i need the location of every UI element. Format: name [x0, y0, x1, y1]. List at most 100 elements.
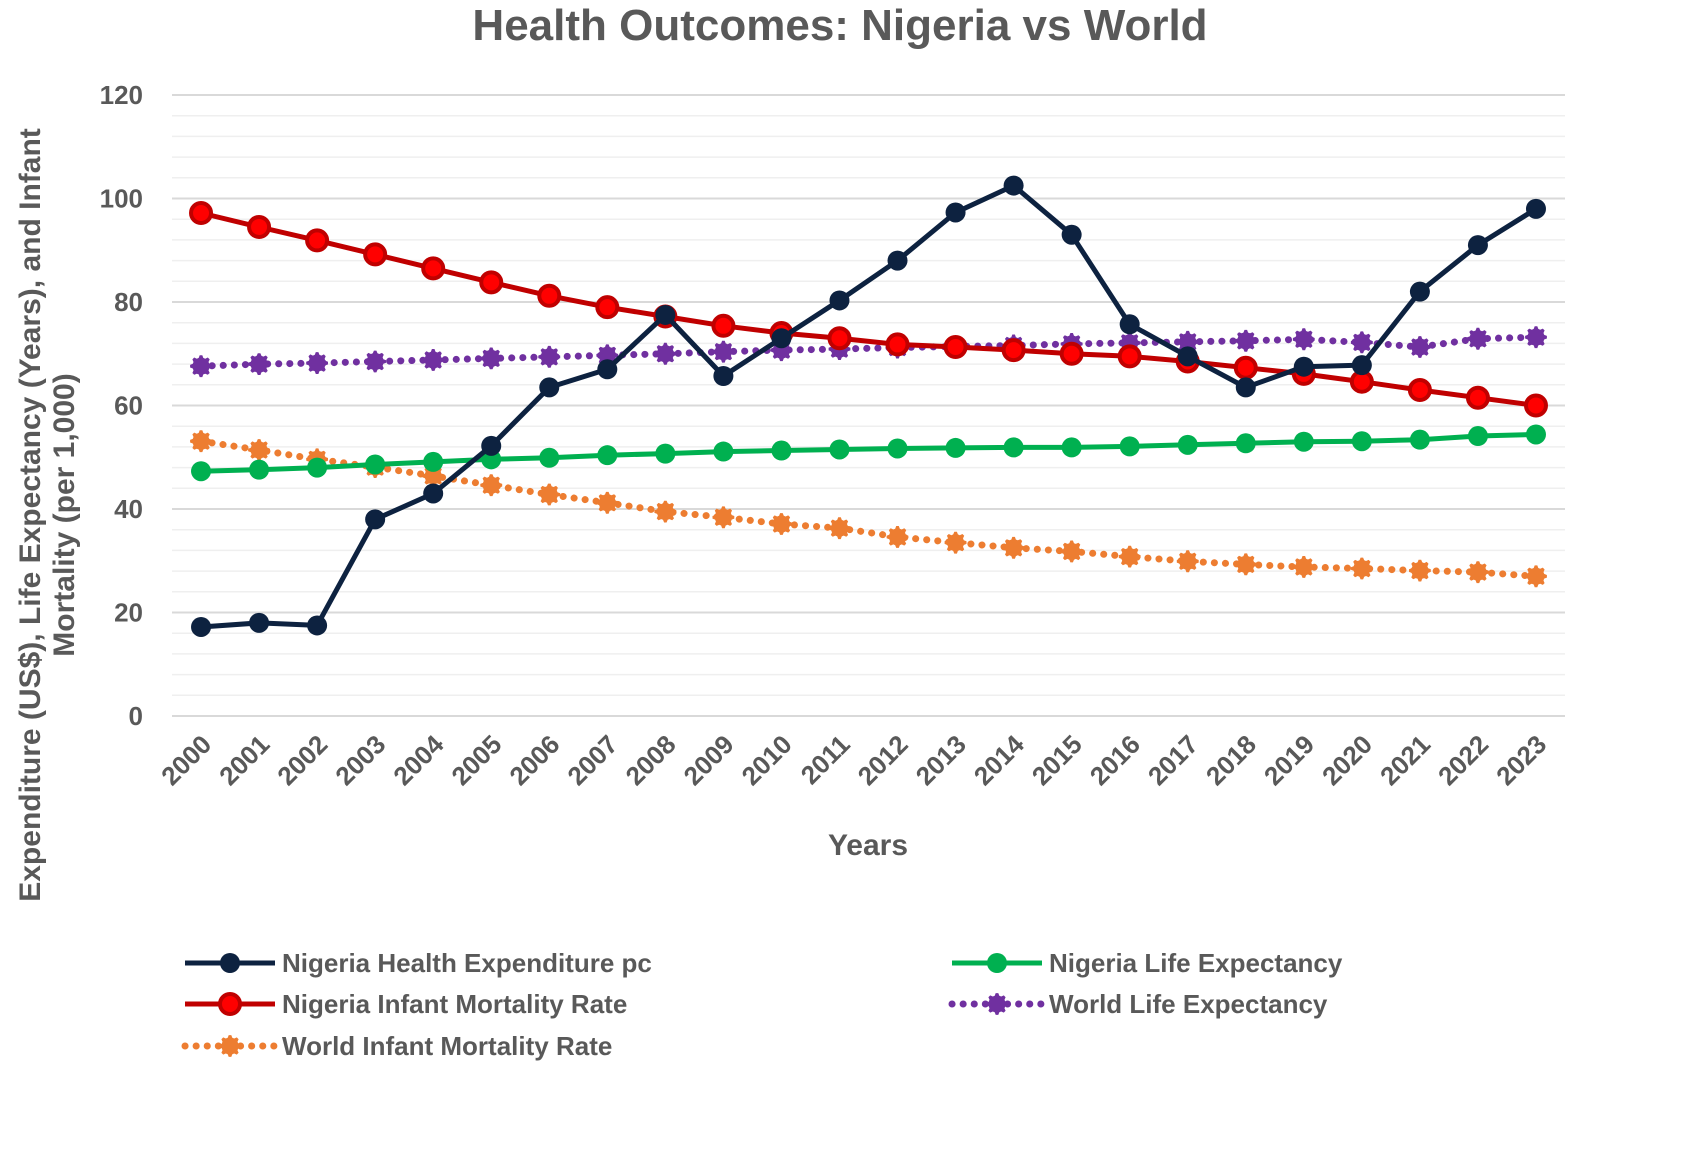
- data-point: [1467, 426, 1488, 447]
- data-point: [421, 256, 446, 281]
- data-point: [655, 443, 676, 464]
- legend-label: Nigeria Health Expenditure pc: [282, 948, 652, 978]
- data-point: [771, 440, 792, 461]
- x-tick-label: 2014: [968, 729, 1030, 791]
- data-point: [539, 377, 560, 398]
- x-axis-ticks: 2000200120022003200420052006200720082009…: [155, 729, 1552, 791]
- x-tick-label: 2009: [678, 729, 740, 791]
- y-tick-label: 20: [114, 598, 143, 628]
- data-point: [713, 441, 734, 462]
- data-point: [654, 500, 677, 523]
- data-point: [365, 454, 386, 475]
- data-point: [1350, 331, 1373, 354]
- y-tick-label: 100: [100, 184, 143, 214]
- data-point: [249, 612, 270, 633]
- data-point: [189, 200, 214, 225]
- data-point: [218, 992, 242, 1016]
- data-point: [1467, 235, 1488, 256]
- x-tick-label: 2007: [561, 729, 623, 791]
- data-point: [1523, 393, 1548, 418]
- data-point: [1061, 224, 1082, 245]
- data-point: [1060, 540, 1083, 563]
- data-point: [423, 483, 444, 504]
- data-point: [365, 509, 386, 530]
- data-point: [1525, 198, 1546, 219]
- data-point: [422, 349, 445, 371]
- data-point: [711, 313, 736, 338]
- data-point: [1351, 431, 1372, 452]
- x-tick-label: 2019: [1258, 729, 1320, 791]
- data-point: [1119, 314, 1140, 335]
- y-tick-label: 60: [114, 391, 143, 421]
- data-point: [220, 953, 240, 973]
- data-point: [1293, 356, 1314, 377]
- data-point: [1233, 355, 1258, 380]
- x-axis-title: Years: [828, 829, 908, 862]
- data-point: [1407, 377, 1432, 402]
- data-point: [364, 350, 387, 373]
- data-point: [481, 435, 502, 456]
- data-point: [1059, 341, 1084, 366]
- data-point: [885, 332, 910, 357]
- x-tick-label: 2012: [852, 729, 914, 791]
- data-point: [945, 202, 966, 223]
- data-point: [247, 214, 272, 239]
- data-point: [1235, 433, 1256, 454]
- legend-label: Nigeria Infant Mortality Rate: [282, 989, 627, 1019]
- data-point: [945, 437, 966, 458]
- data-point: [1234, 553, 1257, 576]
- data-point: [191, 616, 212, 637]
- data-point: [771, 328, 792, 349]
- data-point: [1118, 545, 1141, 568]
- data-point: [306, 352, 328, 374]
- data-point: [655, 304, 676, 325]
- data-point: [595, 295, 620, 320]
- data-point: [537, 283, 562, 308]
- data-point: [219, 1035, 241, 1057]
- data-point: [1467, 561, 1489, 584]
- data-point: [1002, 536, 1025, 559]
- chart-title: Health Outcomes: Nigeria vs World: [472, 1, 1207, 50]
- series-nigeria-health-expenditure-pc: [191, 175, 1546, 637]
- data-point: [1292, 556, 1315, 578]
- legend-item: World Infant Mortality Rate: [181, 1031, 612, 1061]
- legend: Nigeria Health Expenditure pc Nigeria Lif…: [181, 948, 1343, 1061]
- data-point: [1001, 338, 1026, 363]
- legend-item: Nigeria Infant Mortality Rate: [185, 989, 627, 1019]
- data-point: [886, 526, 909, 548]
- data-point: [1467, 327, 1489, 350]
- data-point: [1177, 434, 1198, 455]
- data-point: [1465, 385, 1490, 410]
- data-point: [712, 340, 735, 363]
- legend-label: World Life Expectancy: [1049, 989, 1328, 1019]
- x-tick-label: 2016: [1084, 729, 1146, 791]
- data-point: [596, 491, 619, 514]
- data-point: [191, 461, 212, 482]
- data-point: [1117, 344, 1142, 369]
- data-point: [654, 342, 677, 365]
- data-point: [986, 993, 1008, 1015]
- legend-item: Nigeria Life Expectancy: [952, 948, 1343, 978]
- data-point: [423, 451, 444, 472]
- x-tick-label: 2003: [329, 729, 391, 791]
- data-point: [1409, 429, 1430, 450]
- data-point: [713, 366, 734, 387]
- data-point: [248, 353, 270, 375]
- series-world-life-expectancy: [190, 326, 1547, 378]
- y-tick-label: 80: [114, 287, 143, 317]
- legend-item: Nigeria Health Expenditure pc: [185, 948, 652, 978]
- data-point: [1351, 355, 1372, 376]
- data-point: [1292, 328, 1315, 351]
- x-tick-label: 2018: [1200, 729, 1262, 791]
- data-point: [1177, 346, 1198, 367]
- data-point: [597, 359, 618, 380]
- data-point: [248, 439, 270, 461]
- x-tick-label: 2008: [619, 729, 681, 791]
- data-point: [887, 438, 908, 459]
- y-tick-label: 120: [100, 80, 143, 110]
- series-layer: [189, 175, 1548, 637]
- x-tick-label: 2010: [736, 729, 798, 791]
- x-tick-label: 2017: [1142, 729, 1204, 791]
- legend-item: World Life Expectancy: [948, 989, 1328, 1019]
